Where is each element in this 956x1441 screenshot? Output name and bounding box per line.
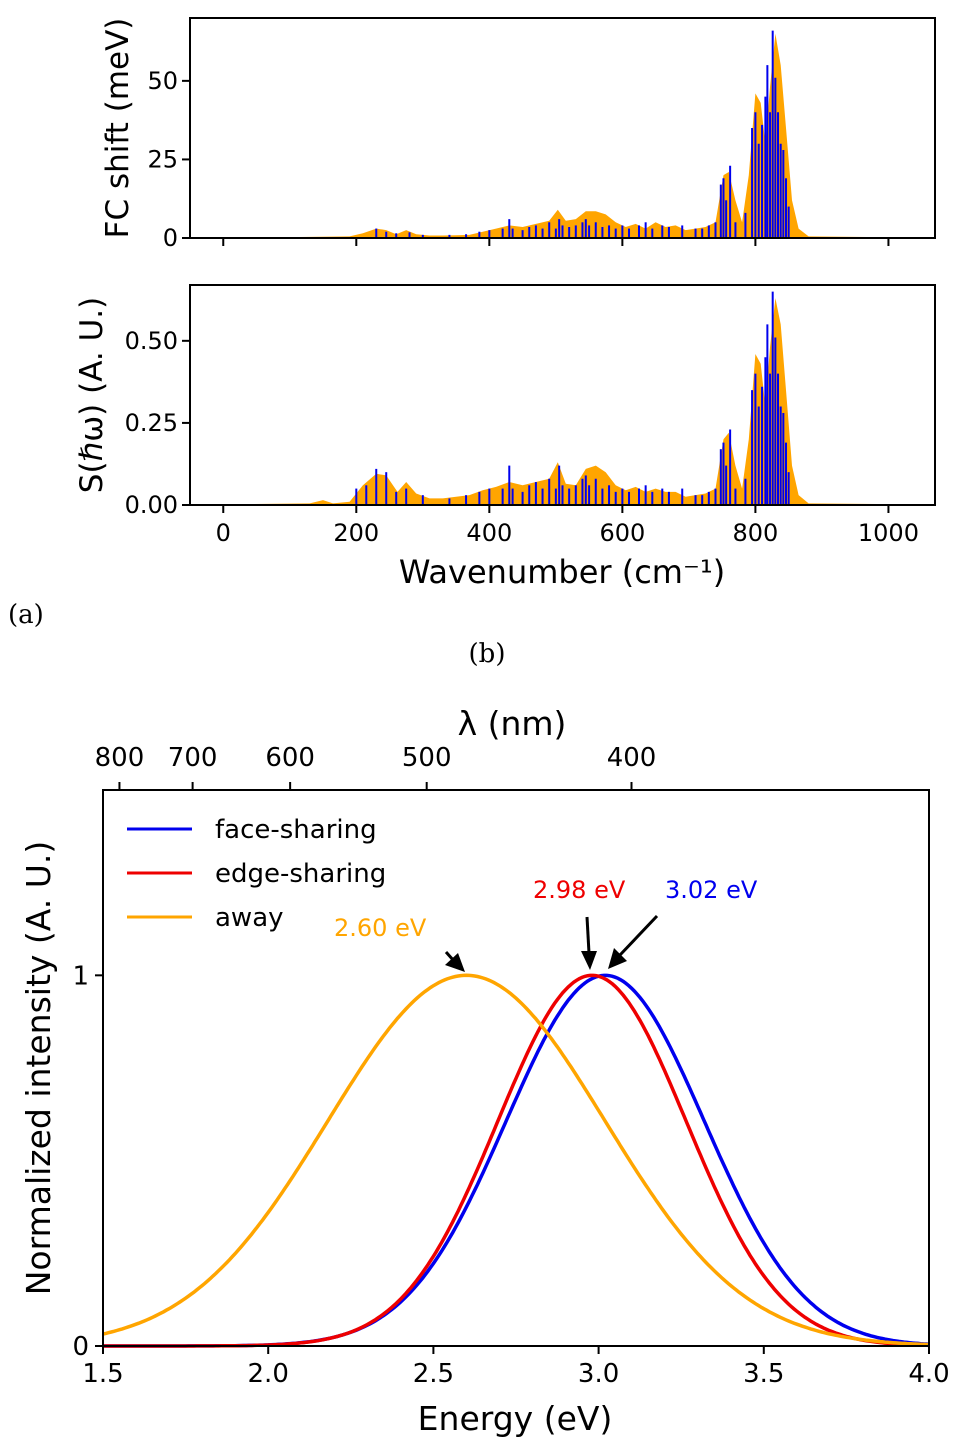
luminescence-top-ticks: 800 700 600 500 400 xyxy=(95,743,657,790)
luminescence-xtick-label: 2.5 xyxy=(413,1359,454,1389)
luminescence-ytick-label: 0 xyxy=(72,1332,89,1362)
panel-label-a: (a) xyxy=(8,600,44,630)
luminescence-xtick-label: 3.0 xyxy=(578,1359,619,1389)
annotations: 3.02 eV 2.98 eV 2.60 eV xyxy=(334,876,758,972)
huang-rhys-xlabel: Wavenumber (cm⁻¹) xyxy=(399,553,725,591)
huang-rhys-axes: 0 200 400 600 800 1000 0.00 0.25 0.50 S(ℏω) (A.… xyxy=(74,284,936,591)
luminescence-axes: 1.5 2.0 2.5 3.0 3.5 4.0 01 800 700 600 500 400 λ … xyxy=(19,704,950,1438)
luminescence-top-tick-label: 700 xyxy=(168,743,218,773)
huang-rhys-ytick-label: 0.25 xyxy=(125,409,178,437)
fc-shift-stick-layer xyxy=(375,30,790,238)
luminescence-xtick-label: 1.5 xyxy=(82,1359,123,1389)
luminescence-line-away xyxy=(102,973,930,1347)
legend-label-away: away xyxy=(215,903,284,933)
fc-shift-frame xyxy=(189,17,936,239)
fc-shift-ytick-label: 50 xyxy=(147,67,178,95)
luminescence-frame xyxy=(102,789,930,1347)
luminescence-top-tick-label: 800 xyxy=(95,743,145,773)
huang-rhys-xtick-label: 800 xyxy=(732,519,778,547)
huang-rhys-area-layer xyxy=(223,298,902,505)
legend-label-edge-sharing: edge-sharing xyxy=(215,859,386,889)
luminescence-line-layer xyxy=(102,973,930,1348)
huang-rhys-ytick-label: 0.50 xyxy=(125,327,178,355)
fc-shift-envelope-area xyxy=(223,33,902,239)
luminescence-xtick-label: 3.5 xyxy=(743,1359,784,1389)
huang-rhys-xtick-label: 1000 xyxy=(858,519,919,547)
huang-rhys-xtick-label: 200 xyxy=(333,519,379,547)
luminescence-yticks: 01 xyxy=(72,961,103,1362)
huang-rhys-xtick-label: 600 xyxy=(599,519,645,547)
huang-rhys-envelope-area xyxy=(223,298,902,505)
fc-shift-ytick-label: 0 xyxy=(163,224,178,252)
luminescence-top-tick-label: 600 xyxy=(265,743,315,773)
luminescence-xlabel: Energy (eV) xyxy=(418,1399,613,1438)
arrow-edge-sharing-head xyxy=(581,951,597,970)
huang-rhys-stick-layer xyxy=(355,291,790,505)
legend: face-sharing edge-sharing away xyxy=(127,815,386,933)
luminescence-xtick-label: 2.0 xyxy=(248,1359,289,1389)
huang-rhys-xtick-label: 400 xyxy=(466,519,512,547)
luminescence-line-edge-sharing xyxy=(103,973,930,1348)
fc-shift-axes: 0 25 50 FC shift (meV) xyxy=(100,17,936,252)
arrow-face-sharing-head xyxy=(608,948,627,969)
fc-shift-ytick-label: 25 xyxy=(147,145,178,173)
huang-rhys-yticks: 0.00 0.25 0.50 xyxy=(125,327,190,519)
luminescence-top-tick-label: 400 xyxy=(607,743,657,773)
huang-rhys-xticks: 0 200 400 600 800 1000 xyxy=(216,505,919,547)
luminescence-ytick-label: 1 xyxy=(72,961,89,991)
luminescence-line-face-sharing xyxy=(103,973,930,1348)
luminescence-top-xlabel: λ (nm) xyxy=(458,704,567,743)
huang-rhys-frame xyxy=(189,284,936,506)
annotation-face-sharing: 3.02 eV xyxy=(665,876,758,904)
arrow-face-sharing-shaft xyxy=(618,914,659,957)
huang-rhys-ytick-label: 0.00 xyxy=(125,491,178,519)
panel-label-b: (b) xyxy=(469,639,506,669)
luminescence-xtick-label: 4.0 xyxy=(908,1359,949,1389)
huang-rhys-xtick-label: 0 xyxy=(216,519,231,547)
fc-shift-yticks: 0 25 50 xyxy=(147,67,190,252)
annotation-away: 2.60 eV xyxy=(334,914,427,942)
arrow-away-head xyxy=(445,953,465,972)
arrow-edge-sharing-shaft xyxy=(585,916,591,954)
huang-rhys-ylabel: S(ℏω) (A. U.) xyxy=(74,297,110,493)
annotation-edge-sharing: 2.98 eV xyxy=(533,876,626,904)
luminescence-ylabel: Normalized intensity (A. U.) xyxy=(19,841,58,1296)
fc-shift-ylabel: FC shift (meV) xyxy=(100,18,136,239)
luminescence-top-tick-label: 500 xyxy=(402,743,452,773)
fc-shift-area-layer xyxy=(223,33,902,239)
luminescence-xticks: 1.5 2.0 2.5 3.0 3.5 4.0 xyxy=(82,1346,950,1389)
fc-shift-xticks xyxy=(222,238,890,246)
legend-label-face-sharing: face-sharing xyxy=(215,815,377,845)
